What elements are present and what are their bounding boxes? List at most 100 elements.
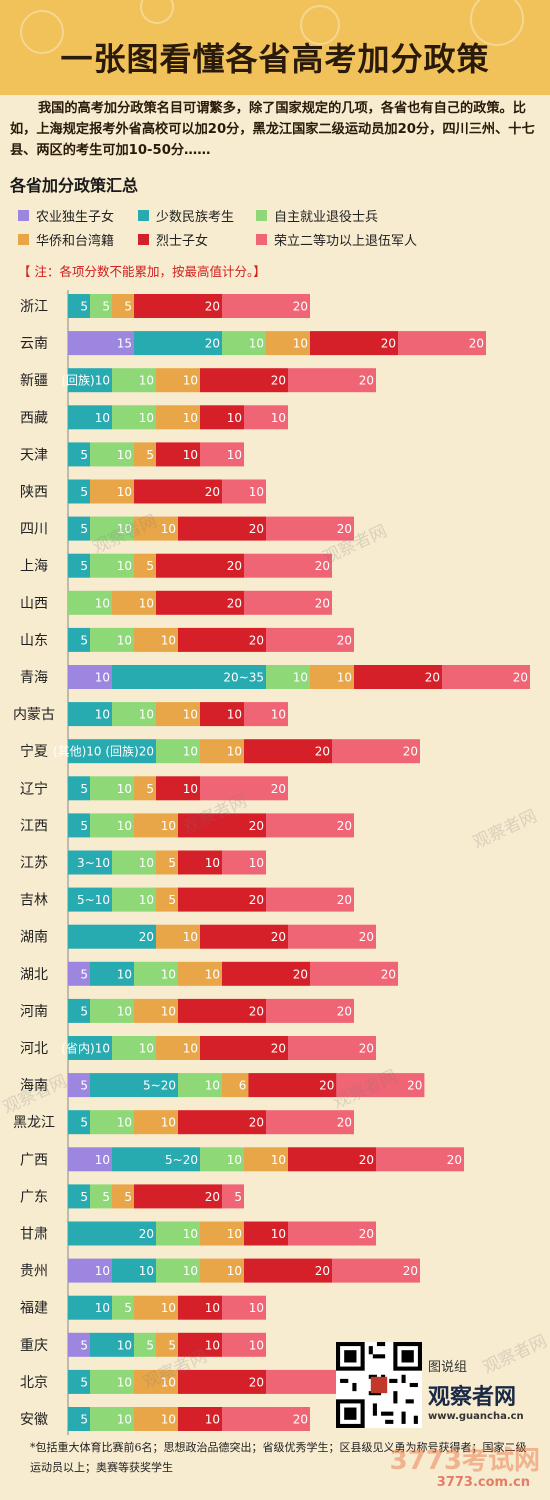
- bar-segment-overseas: [134, 813, 178, 838]
- bar-value-label: 5: [124, 1301, 132, 1315]
- bar-value-label: 10: [139, 411, 154, 425]
- bar-value-label: 20: [337, 1116, 352, 1130]
- province-label: 广东: [20, 1189, 48, 1205]
- province-label: 宁夏: [20, 743, 48, 760]
- bar-value-label: 10: [205, 1413, 220, 1427]
- legend-item-honor: 荣立二等功以上退伍军人: [256, 230, 417, 249]
- bar-value-label: 5: [146, 1338, 154, 1352]
- bar-segment-veteran: [112, 850, 156, 875]
- bar-value-label: (其他)10 (回族)20: [53, 745, 154, 759]
- intro-paragraph: 我国的高考加分政策名目可谓繁多，除了国家规定的几项，各省也有自己的政策。比如，上…: [10, 101, 535, 158]
- bar-value-label: 20: [205, 1190, 220, 1204]
- bar-value-label: 10: [227, 1153, 242, 1167]
- bar-value-label: 10: [139, 893, 154, 907]
- qr-code: [336, 1342, 422, 1428]
- bar-segment-honor: [222, 479, 266, 504]
- bar-segment-honor: [266, 1110, 354, 1135]
- bar-segment-honor: [310, 961, 398, 986]
- bar-segment-overseas: [112, 1184, 134, 1209]
- bar-value-label: 10: [117, 522, 132, 536]
- province-label: 山西: [20, 596, 48, 612]
- bar-segment-honor: [222, 294, 310, 318]
- bar-segment-minority: [68, 627, 90, 652]
- bar-segment-minority: [68, 924, 156, 949]
- legend-swatch: [138, 210, 149, 221]
- bar-segment-overseas: [310, 665, 354, 689]
- bar-value-label: 10: [183, 1042, 198, 1056]
- bar-value-label: 20: [403, 745, 418, 759]
- province-label: 辽宁: [20, 780, 48, 797]
- bar-value-label: 5: [168, 1338, 176, 1352]
- bar-segment-veteran: [156, 739, 200, 764]
- bar-segment-veteran: [90, 294, 112, 318]
- bar-segment-minority: [68, 1184, 90, 1209]
- bar-value-label: 6: [239, 1079, 247, 1093]
- bar-value-label: 20: [271, 374, 286, 388]
- province-label: 河北: [20, 1041, 48, 1057]
- bar-value-label: 10: [227, 1264, 242, 1278]
- bar-value-label: 5: [80, 1375, 88, 1389]
- bar-value-label: 20: [315, 1264, 330, 1278]
- bar-segment-rural: [68, 331, 134, 356]
- bar-value-label: 20: [337, 893, 352, 907]
- bar-value-label: 5: [80, 819, 88, 833]
- bar-value-label: 10: [293, 671, 308, 685]
- bar-segment-martyr: [134, 294, 222, 318]
- bar-segment-veteran: [90, 1407, 134, 1431]
- bar-value-label: 20: [249, 633, 264, 647]
- bar-segment-overseas: [156, 702, 200, 727]
- bar-segment-minority: [112, 1258, 156, 1283]
- bar-segment-overseas: [112, 294, 134, 318]
- bar-value-label: 5: [80, 1413, 88, 1427]
- bar-value-label: 5: [146, 559, 154, 573]
- bar-segment-overseas: [156, 1036, 200, 1060]
- bar-value-label: 10: [183, 930, 198, 944]
- bar-value-label: 5: [80, 448, 88, 462]
- province-label: 西藏: [20, 410, 48, 426]
- bar-value-label: 10: [139, 1042, 154, 1056]
- bar-value-label: 10: [227, 448, 242, 462]
- legend-item-minority: 少数民族考生: [138, 206, 234, 225]
- bar-value-label: 20: [139, 930, 154, 944]
- bar-segment-honor: [200, 442, 244, 467]
- legend-label: 少数民族考生: [156, 210, 235, 225]
- footnote: *包括重大体育比赛前6名；思想政治品德突出；省级优秀学生；区县级见义勇为称号获得…: [30, 1441, 527, 1474]
- bar-value-label: 10: [227, 708, 242, 722]
- bar-value-label: 20: [315, 596, 330, 610]
- bar-segment-overseas: [134, 627, 178, 652]
- bar-value-label: 20: [381, 967, 396, 981]
- bar-value-label: 15: [117, 337, 132, 351]
- bar-value-label: 10: [271, 411, 286, 425]
- bar-value-label: 10: [117, 485, 132, 499]
- bar-value-label: 10: [117, 448, 132, 462]
- bar-value-label: 10: [161, 1004, 176, 1018]
- bar-value-label: 10: [227, 1227, 242, 1241]
- bar-segment-honor: [244, 405, 288, 430]
- province-label: 内蒙古: [13, 707, 55, 723]
- bar-value-label: 20: [425, 671, 440, 685]
- page-title: 一张图看懂各省高考加分政策: [60, 40, 490, 78]
- bar-segment-honor: [288, 924, 376, 949]
- bar-segment-minority: [112, 665, 266, 689]
- bar-value-label: 10: [227, 411, 242, 425]
- bar-value-label: 10: [249, 1301, 264, 1315]
- doodle-circle: [140, 0, 174, 24]
- province-label: 福建: [20, 1301, 48, 1317]
- bar-segment-honor: [398, 331, 486, 356]
- site-url: 3773.com.cn: [436, 1475, 530, 1490]
- bar-segment-rural: [68, 1332, 90, 1357]
- bar-segment-veteran: [112, 368, 156, 393]
- bar-segment-overseas: [200, 1221, 244, 1246]
- brand-subtitle: 图说组: [428, 1360, 468, 1375]
- bar-segment-overseas: [134, 516, 178, 541]
- bar-segment-veteran: [90, 627, 134, 652]
- bar-value-label: 10: [183, 745, 198, 759]
- bar-segment-martyr: [244, 739, 332, 764]
- bar-segment-veteran: [90, 1369, 134, 1394]
- bar-value-label: 5~10: [77, 893, 110, 907]
- bar-value-label: 10: [183, 411, 198, 425]
- bar-segment-veteran: [134, 1332, 156, 1357]
- legend-item-rural: 农业独生子女: [18, 206, 114, 225]
- bar-value-label: 20: [227, 559, 242, 573]
